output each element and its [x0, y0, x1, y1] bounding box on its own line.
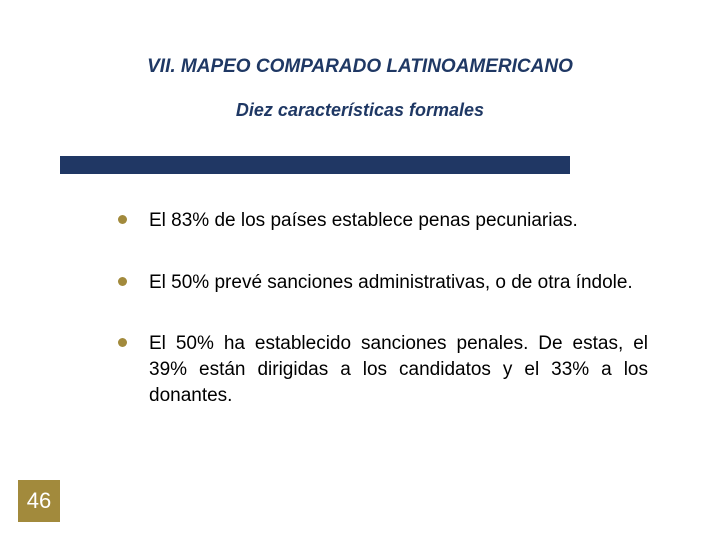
bullet-list: El 83% de los países establece penas pec… [118, 208, 648, 444]
bullet-text: El 50% prevé sanciones administrativas, … [149, 270, 633, 296]
list-item: El 50% prevé sanciones administrativas, … [118, 270, 648, 296]
bullet-icon [118, 338, 127, 347]
bullet-icon [118, 215, 127, 224]
divider-bar [60, 156, 570, 174]
bullet-icon [118, 277, 127, 286]
slide-subtitle: Diez características formales [0, 100, 720, 121]
page-number-badge: 46 [18, 480, 60, 522]
list-item: El 83% de los países establece penas pec… [118, 208, 648, 234]
list-item: El 50% ha establecido sanciones penales.… [118, 331, 648, 408]
bullet-text: El 83% de los países establece penas pec… [149, 208, 578, 234]
bullet-text: El 50% ha establecido sanciones penales.… [149, 331, 648, 408]
slide-title: VII. MAPEO COMPARADO LATINOAMERICANO [0, 56, 720, 78]
